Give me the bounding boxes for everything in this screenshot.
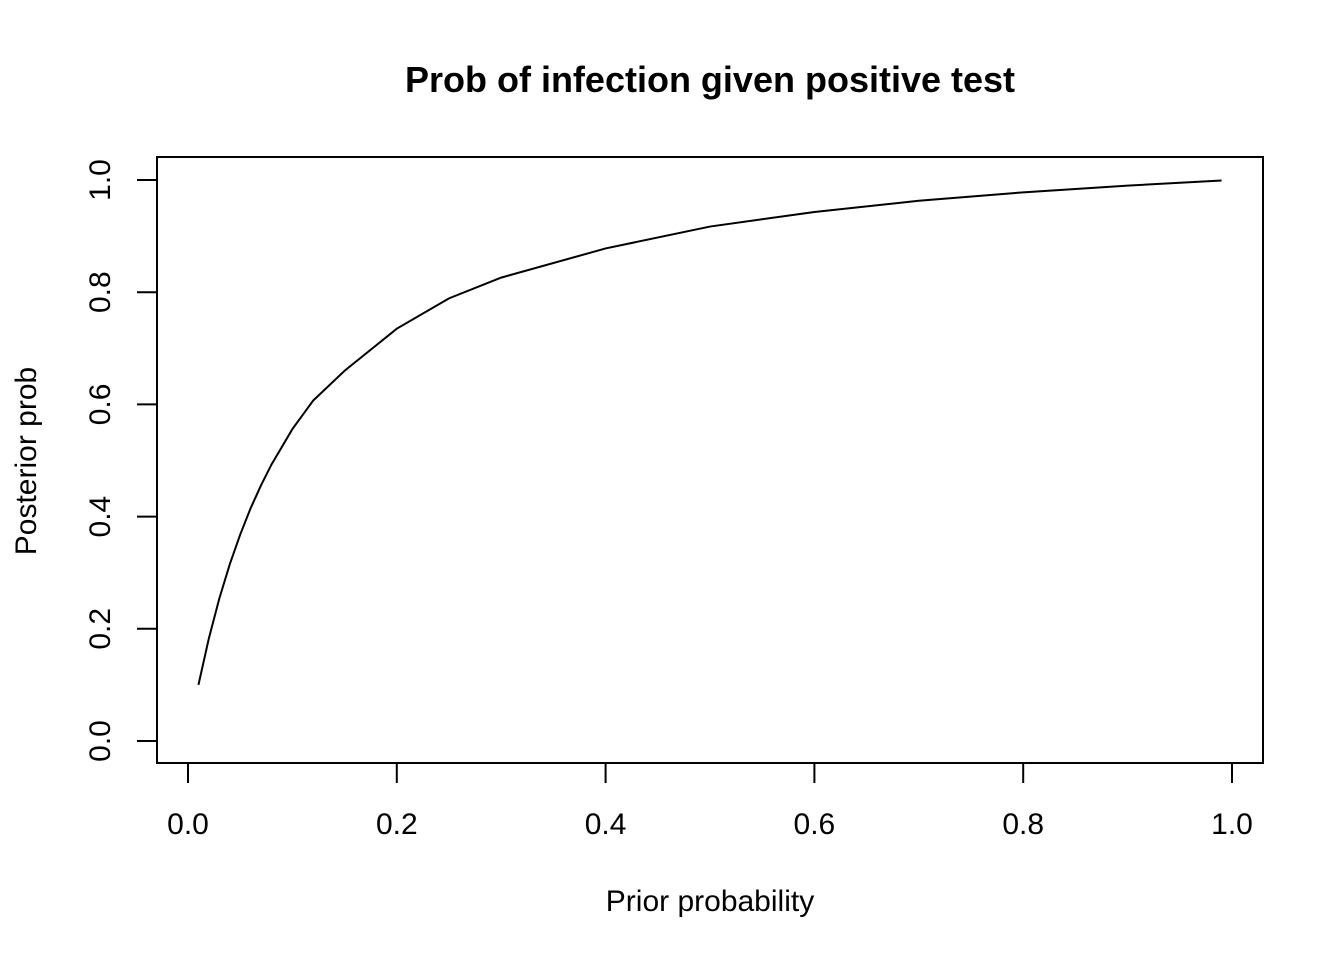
y-axis-label: Posterior prob xyxy=(10,367,43,555)
x-axis-label: Prior probability xyxy=(606,885,814,918)
y-tick-label: 0.0 xyxy=(84,720,117,762)
x-tick-label: 0.0 xyxy=(167,808,209,841)
plot-frame xyxy=(156,156,1264,764)
x-tick-label: 0.4 xyxy=(585,808,627,841)
y-tick-label: 0.8 xyxy=(84,271,117,313)
y-tick-label: 0.4 xyxy=(84,496,117,538)
y-tick-label: 0.2 xyxy=(84,608,117,650)
x-tick-label: 1.0 xyxy=(1211,808,1253,841)
y-axis: 0.0 0.2 0.4 0.6 0.8 1.0 xyxy=(84,159,158,762)
posterior-curve xyxy=(197,179,1222,686)
x-tick-label: 0.6 xyxy=(794,808,836,841)
y-tick-label: 1.0 xyxy=(84,159,117,201)
x-tick-label: 0.8 xyxy=(1002,808,1044,841)
x-axis: 0.0 0.2 0.4 0.6 0.8 1.0 xyxy=(167,762,1253,841)
x-tick-label: 0.2 xyxy=(376,808,418,841)
y-tick-label: 0.6 xyxy=(84,384,117,426)
chart-title: Prob of infection given positive test xyxy=(405,59,1015,100)
